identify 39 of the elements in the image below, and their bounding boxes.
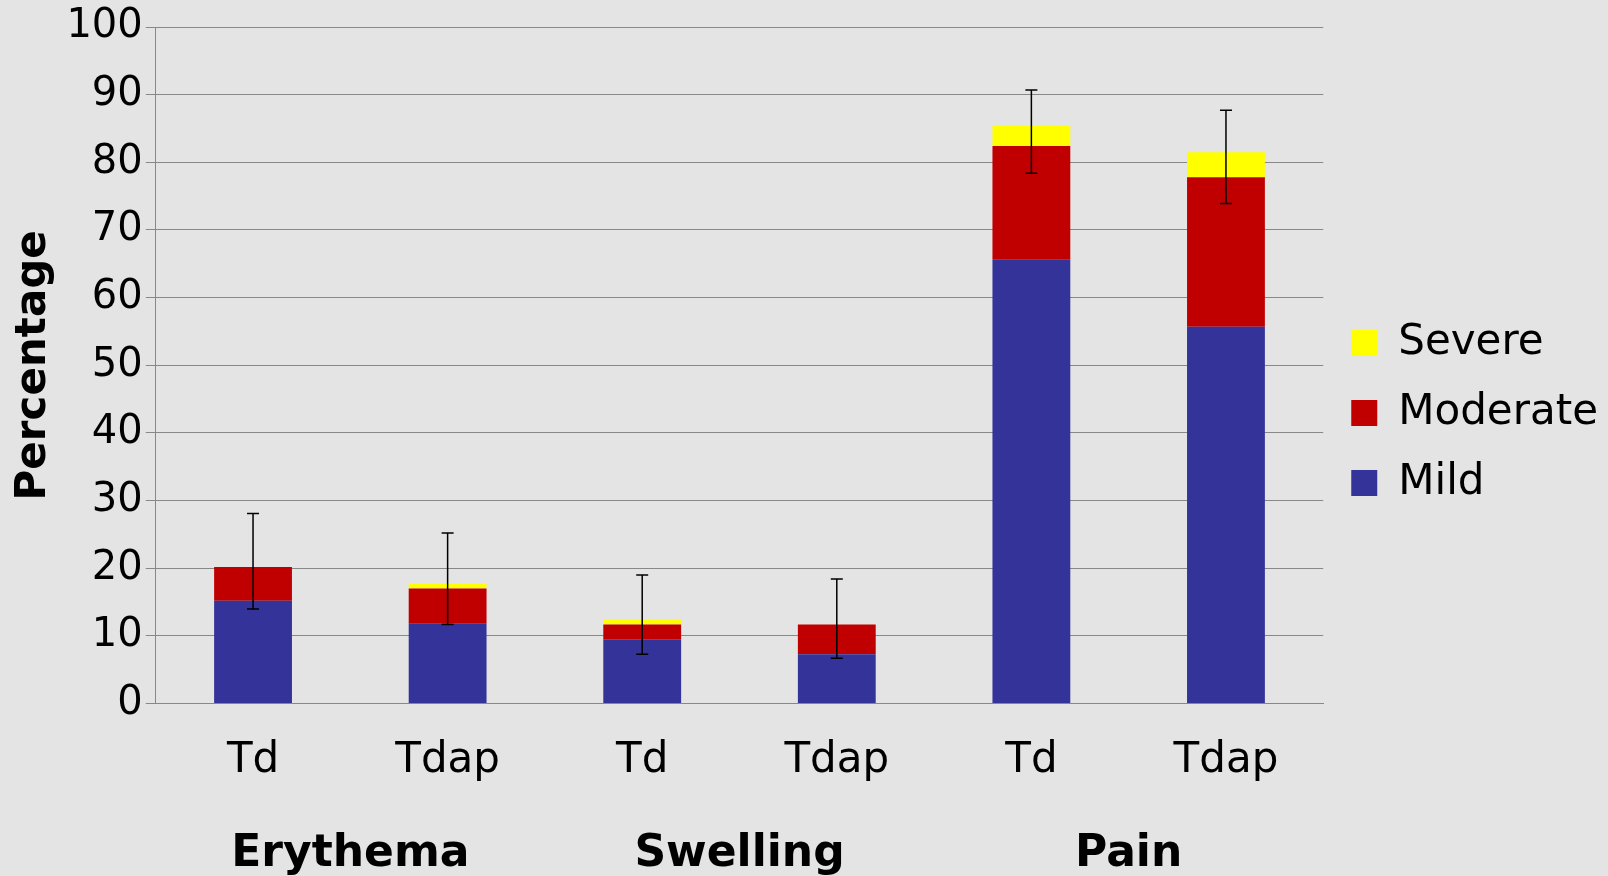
bar — [408, 588, 487, 624]
legend-label: Moderate — [1398, 384, 1598, 434]
bar — [1187, 177, 1265, 327]
bar — [214, 566, 292, 601]
bar — [408, 623, 487, 704]
y-tick-label: 60 — [91, 271, 143, 318]
bar — [992, 259, 1071, 704]
bar — [408, 583, 487, 589]
y-tick-label: 40 — [91, 406, 143, 453]
bar — [797, 624, 876, 655]
bar — [1187, 152, 1265, 178]
x-tick-label: Tdap — [783, 732, 890, 782]
x-tick-label: Td — [1004, 732, 1058, 782]
bar — [992, 146, 1071, 260]
x-tick-label: Tdap — [1172, 732, 1279, 782]
text: Pain — [1075, 825, 1183, 876]
y-tick-label: 30 — [91, 474, 143, 521]
y-tick-label: 70 — [91, 203, 143, 250]
y-tick-label: 90 — [91, 68, 143, 115]
text: Swelling — [634, 825, 845, 876]
y-tick-label: 20 — [91, 541, 143, 588]
text: Erythema — [231, 825, 470, 876]
x-tick-label: Td — [225, 732, 280, 782]
y-tick-label: 80 — [91, 135, 143, 182]
bar — [1187, 326, 1265, 704]
bar — [214, 600, 292, 704]
y-axis-title: Percentage — [6, 230, 56, 501]
x-tick-label: Tdap — [394, 732, 500, 782]
bar — [603, 624, 682, 640]
x-tick-label: Td — [615, 732, 669, 782]
y-tick-label: 0 — [117, 676, 143, 723]
legend-label: Severe — [1398, 314, 1544, 364]
bar — [797, 654, 876, 704]
legend-label: Mild — [1398, 454, 1485, 504]
bar — [992, 125, 1071, 147]
y-tick-label: 10 — [91, 609, 143, 656]
bar — [603, 639, 682, 704]
y-tick-label: 50 — [91, 338, 143, 385]
y-tick-label: 100 — [66, 0, 143, 47]
